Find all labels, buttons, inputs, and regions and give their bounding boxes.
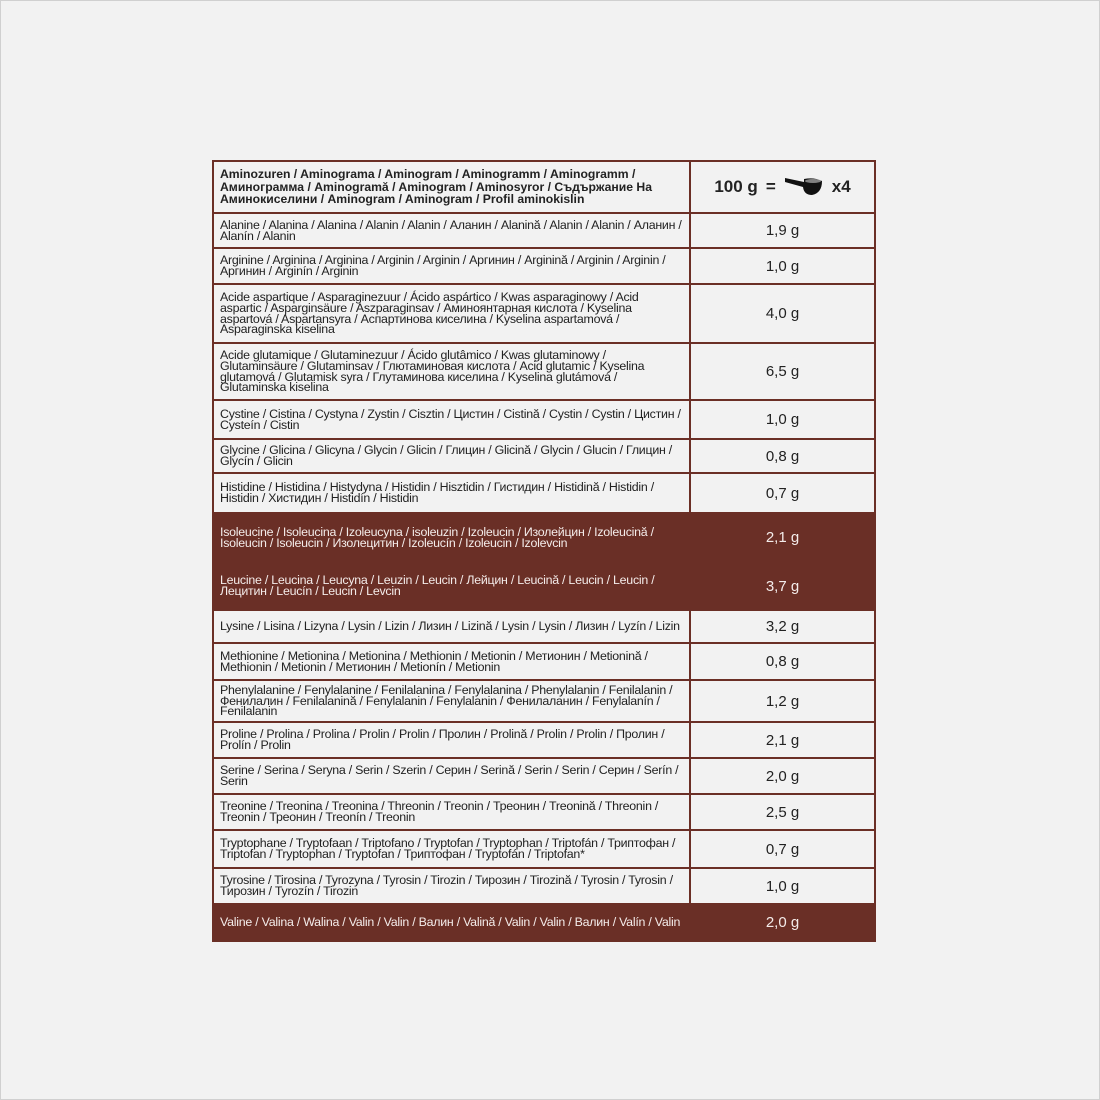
- amino-acid-name: Methionine / Metionina / Metionina / Met…: [212, 642, 691, 681]
- amino-acid-name: Tryptophane / Tryptofaan / Triptofano / …: [212, 829, 691, 869]
- table-row: Serine / Serina / Seryna / Serin / Szeri…: [212, 757, 876, 795]
- amino-acid-name: Arginine / Arginina / Arginina / Arginin…: [212, 247, 691, 285]
- amino-acid-amount: 6,5 g: [689, 342, 876, 401]
- amino-acid-name: Lysine / Lisina / Lizyna / Lysin / Lizin…: [212, 609, 691, 644]
- table-row: Alanine / Alanina / Alanina / Alanin / A…: [212, 212, 876, 249]
- amino-acid-name: Histidine / Histidina / Histydyna / Hist…: [212, 472, 691, 514]
- amino-acid-name: Proline / Prolina / Prolina / Prolin / P…: [212, 721, 691, 759]
- amino-acid-name: Alanine / Alanina / Alanina / Alanin / A…: [212, 212, 691, 249]
- table-row: Isoleucine / Isoleucina / Izoleucyna / i…: [212, 512, 876, 563]
- amino-acid-name: Isoleucine / Isoleucina / Izoleucyna / i…: [212, 512, 691, 563]
- table-row: Methionine / Metionina / Metionina / Met…: [212, 642, 876, 681]
- amino-acid-amount: 0,8 g: [689, 642, 876, 681]
- table-row: Treonine / Treonina / Treonina / Threoni…: [212, 793, 876, 831]
- amino-acid-name: Leucine / Leucina / Leucyna / Leuzin / L…: [212, 561, 691, 611]
- amino-acid-amount: 2,0 g: [689, 903, 876, 942]
- table-row: Phenylalanine / Fenylalanine / Fenilalan…: [212, 679, 876, 723]
- amino-acid-name: Acide aspartique / Asparaginezuur / Ácid…: [212, 283, 691, 344]
- amino-acid-name: Glycine / Glicina / Glicyna / Glycin / G…: [212, 438, 691, 474]
- table-row: Proline / Prolina / Prolina / Prolin / P…: [212, 721, 876, 759]
- amino-acid-name: Serine / Serina / Seryna / Serin / Szeri…: [212, 757, 691, 795]
- table-title: Aminozuren / Aminograma / Aminogram / Am…: [212, 160, 691, 214]
- table-row: Valine / Valina / Walina / Valin / Valin…: [212, 903, 876, 942]
- amino-acid-amount: 2,1 g: [689, 512, 876, 563]
- amino-acid-amount: 3,7 g: [689, 561, 876, 611]
- amino-acid-amount: 2,1 g: [689, 721, 876, 759]
- aminogram-table: Aminozuren / Aminograma / Aminogram / Am…: [212, 160, 876, 942]
- table-row: Arginine / Arginina / Arginina / Arginin…: [212, 247, 876, 285]
- table-row: Tyrosine / Tirosina / Tyrozyna / Tyrosin…: [212, 867, 876, 905]
- amino-acid-amount: 3,2 g: [689, 609, 876, 644]
- table-row: Histidine / Histidina / Histydyna / Hist…: [212, 472, 876, 514]
- amino-acid-name: Tyrosine / Tirosina / Tyrozyna / Tyrosin…: [212, 867, 691, 905]
- table-row: Lysine / Lisina / Lizyna / Lysin / Lizin…: [212, 609, 876, 644]
- portion-amount: 100 g: [714, 177, 758, 196]
- scoop-multiplier: x4: [831, 177, 851, 196]
- equals-sign: =: [765, 177, 776, 196]
- amino-acid-name: Acide glutamique / Glutaminezuur / Ácido…: [212, 342, 691, 401]
- scoop-icon: [784, 173, 824, 202]
- amino-acid-amount: 1,0 g: [689, 867, 876, 905]
- table-row: Glycine / Glicina / Glicyna / Glycin / G…: [212, 438, 876, 474]
- amino-acid-name: Phenylalanine / Fenylalanine / Fenilalan…: [212, 679, 691, 723]
- table-row: Leucine / Leucina / Leucyna / Leuzin / L…: [212, 561, 876, 611]
- amino-acid-amount: 1,0 g: [689, 247, 876, 285]
- amino-acid-amount: 0,8 g: [689, 438, 876, 474]
- amino-acid-name: Cystine / Cistina / Cystyna / Zystin / C…: [212, 399, 691, 440]
- amino-acid-amount: 1,9 g: [689, 212, 876, 249]
- table-row: Tryptophane / Tryptofaan / Triptofano / …: [212, 829, 876, 869]
- amino-acid-amount: 1,0 g: [689, 399, 876, 440]
- amino-acid-amount: 4,0 g: [689, 283, 876, 344]
- amino-acid-amount: 0,7 g: [689, 472, 876, 514]
- amino-acid-amount: 1,2 g: [689, 679, 876, 723]
- amino-acid-name: Treonine / Treonina / Treonina / Threoni…: [212, 793, 691, 831]
- table-row: Acide glutamique / Glutaminezuur / Ácido…: [212, 342, 876, 401]
- amino-acid-amount: 2,5 g: [689, 793, 876, 831]
- amino-acid-amount: 2,0 g: [689, 757, 876, 795]
- amino-acid-name: Valine / Valina / Walina / Valin / Valin…: [212, 903, 691, 942]
- serving-info: 100 g = x4: [689, 160, 876, 214]
- table-header-row: Aminozuren / Aminograma / Aminogram / Am…: [212, 160, 876, 214]
- table-row: Acide aspartique / Asparaginezuur / Ácid…: [212, 283, 876, 344]
- amino-acid-amount: 0,7 g: [689, 829, 876, 869]
- table-row: Cystine / Cistina / Cystyna / Zystin / C…: [212, 399, 876, 440]
